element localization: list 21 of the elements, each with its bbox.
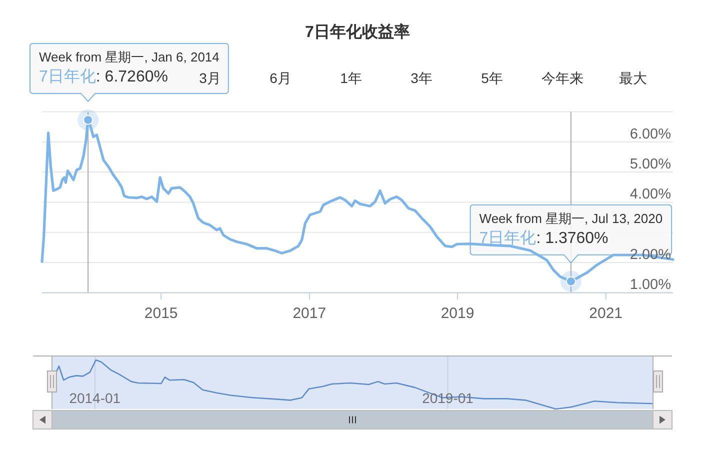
x-tick-label: 2015	[144, 305, 178, 322]
text: 今年来	[542, 70, 584, 86]
text: 1年	[340, 70, 362, 86]
text: 5年	[481, 70, 503, 86]
x-tick-label: 2017	[292, 305, 326, 322]
text: 6月	[270, 70, 292, 86]
text: 最大	[619, 70, 647, 86]
y-tick-label: 4.00%	[630, 186, 672, 203]
text: Week from 星期一, Jan 6, 2014	[39, 49, 220, 64]
text: 3月	[199, 70, 221, 86]
x-tick-label: 2014-01	[69, 390, 121, 406]
y-tick-label: 5.00%	[630, 156, 672, 173]
annotation: Week from 星期一, Jul 13, 2020	[479, 210, 663, 226]
chart-title: 7日年化收益率	[305, 22, 410, 41]
y-tick-label: 1.00%	[630, 277, 672, 294]
x-tick-label: 2019	[440, 305, 474, 322]
y-tick-label: 6.00%	[630, 126, 672, 142]
text: 7日年化: 6.7260%	[39, 68, 168, 86]
x-tick-label: 2021	[589, 305, 623, 322]
text: 3年	[410, 70, 432, 86]
annotation: 7日年化: 1.3760%	[479, 230, 608, 247]
